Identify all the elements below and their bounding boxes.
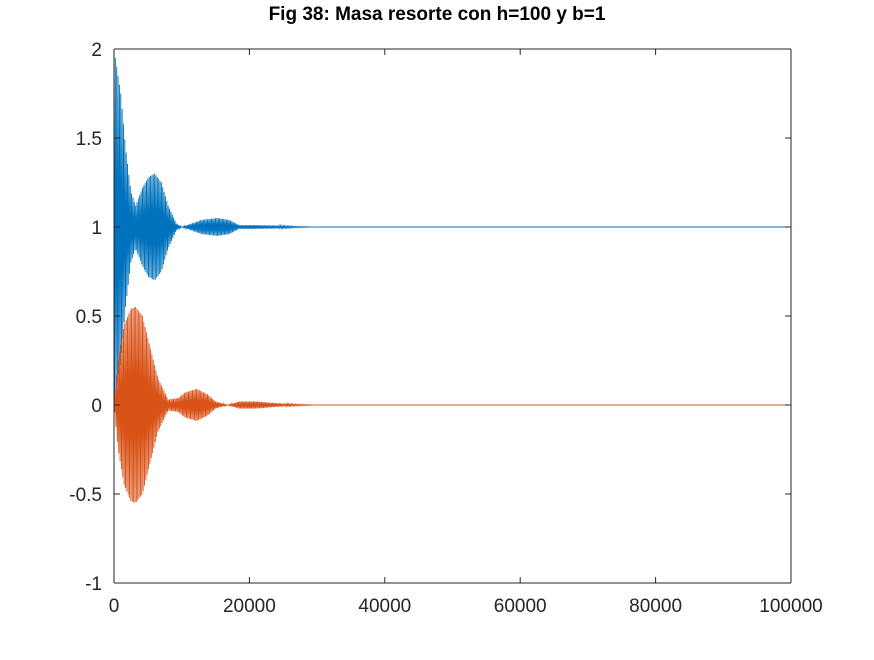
y-tick-label: -0.5 — [69, 485, 102, 506]
y-tick-label: 0.5 — [76, 307, 102, 328]
chart-title: Fig 38: Masa resorte con h=100 y b=1 — [268, 4, 606, 25]
y-tick-label: 0 — [91, 396, 102, 417]
x-tick-label: 60000 — [494, 596, 547, 617]
y-tick-label: 1 — [91, 218, 102, 239]
x-tick-label: 40000 — [358, 596, 411, 617]
x-tick-label: 100000 — [759, 596, 822, 617]
series-line-1 — [113, 48, 791, 401]
y-tick-label: 1.5 — [76, 129, 102, 150]
x-tick-label: 20000 — [223, 596, 276, 617]
y-tick-label: -1 — [85, 574, 102, 595]
y-tick-label: 2 — [91, 40, 102, 61]
series-line-2 — [113, 307, 791, 503]
x-tick-label: 0 — [109, 596, 120, 617]
x-tick-label: 80000 — [629, 596, 682, 617]
